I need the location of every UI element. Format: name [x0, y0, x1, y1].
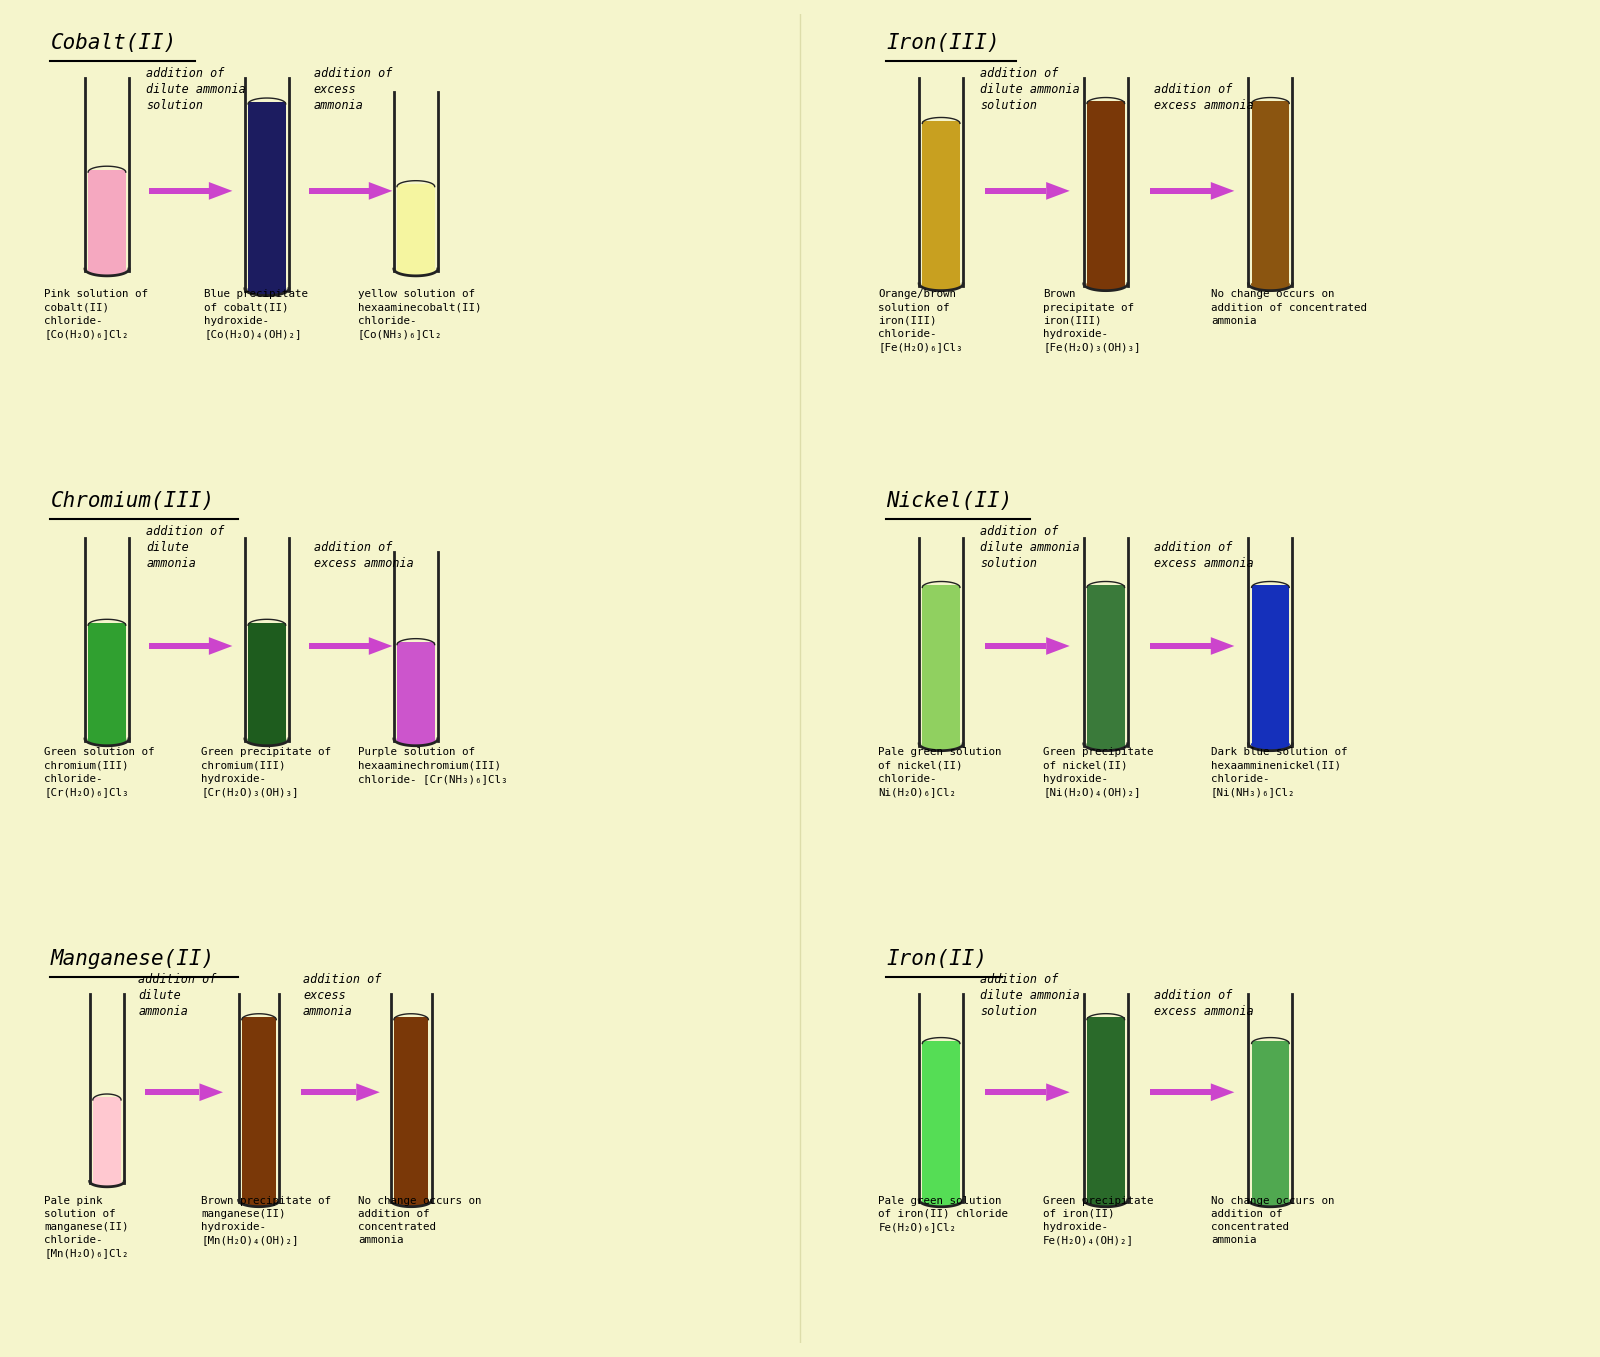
Text: Orange/brown
solution of
iron(III)
chloride-
[Fe(H₂O)₆]Cl₃: Orange/brown solution of iron(III) chlor…	[878, 289, 963, 353]
Bar	[149, 187, 210, 194]
Text: addition of
excess
ammonia: addition of excess ammonia	[314, 66, 392, 113]
Text: Iron(III): Iron(III)	[886, 33, 1000, 53]
Bar	[1086, 1018, 1125, 1202]
Text: Brown
precipitate of
iron(III)
hydroxide-
[Fe(H₂O)₃(OH)₃]: Brown precipitate of iron(III) hydroxide…	[1043, 289, 1141, 353]
Polygon shape	[1046, 182, 1070, 199]
Bar	[1150, 643, 1211, 649]
Text: Cobalt(II): Cobalt(II)	[51, 33, 176, 53]
Text: Pale green solution
of iron(II) chloride
Fe(H₂O)₆]Cl₂: Pale green solution of iron(II) chloride…	[878, 1196, 1008, 1232]
Text: addition of
dilute ammonia
solution: addition of dilute ammonia solution	[981, 66, 1080, 113]
Bar	[986, 643, 1046, 649]
Text: addition of
dilute ammonia
solution: addition of dilute ammonia solution	[146, 66, 246, 113]
Bar	[88, 170, 126, 271]
Text: No change occurs on
addition of
concentrated
ammonia: No change occurs on addition of concentr…	[1211, 1196, 1334, 1246]
Polygon shape	[1211, 1083, 1234, 1101]
Polygon shape	[368, 182, 392, 199]
Text: Pink solution of
cobalt(II)
chloride-
[Co(H₂O)₆]Cl₂: Pink solution of cobalt(II) chloride- [C…	[45, 289, 149, 339]
Polygon shape	[248, 289, 286, 296]
Bar	[986, 187, 1046, 194]
Polygon shape	[1211, 638, 1234, 655]
Polygon shape	[1046, 1083, 1070, 1101]
Text: Nickel(II): Nickel(II)	[886, 491, 1013, 512]
Bar	[397, 185, 435, 271]
Text: Iron(II): Iron(II)	[886, 949, 987, 969]
Polygon shape	[922, 1200, 960, 1206]
Text: No change occurs on
addition of
concentrated
ammonia: No change occurs on addition of concentr…	[358, 1196, 482, 1246]
Polygon shape	[210, 638, 232, 655]
Bar	[301, 1090, 357, 1095]
Bar	[242, 1018, 277, 1202]
Bar	[248, 623, 286, 741]
Bar	[1086, 585, 1125, 746]
Bar	[394, 1018, 429, 1202]
Text: Pale green solution
of nickel(II)
chloride-
Ni(H₂O)₆]Cl₂: Pale green solution of nickel(II) chlori…	[878, 748, 1002, 797]
Text: No change occurs on
addition of concentrated
ammonia: No change occurs on addition of concentr…	[1211, 289, 1366, 326]
Polygon shape	[397, 740, 435, 746]
Text: addition of
excess ammonia: addition of excess ammonia	[314, 541, 414, 570]
Bar	[88, 623, 126, 741]
Bar	[1150, 1090, 1211, 1095]
Text: addition of
dilute
ammonia: addition of dilute ammonia	[146, 525, 224, 570]
Text: addition of
excess ammonia: addition of excess ammonia	[1154, 989, 1254, 1018]
Polygon shape	[1251, 284, 1290, 290]
Bar	[248, 102, 286, 290]
Bar	[1150, 187, 1211, 194]
Bar	[397, 642, 435, 741]
Text: Green precipitate
of nickel(II)
hydroxide-
[Ni(H₂O)₄(OH)₂]: Green precipitate of nickel(II) hydroxid…	[1043, 748, 1154, 797]
Polygon shape	[1086, 284, 1125, 290]
Text: Purple solution of
hexaaminechromium(III)
chloride- [Cr(NH₃)₆]Cl₃: Purple solution of hexaaminechromium(III…	[358, 748, 507, 784]
Bar	[986, 1090, 1046, 1095]
Text: Pale pink
solution of
manganese(II)
chloride-
[Mn(H₂O)₆]Cl₂: Pale pink solution of manganese(II) chlo…	[45, 1196, 128, 1258]
Polygon shape	[394, 1201, 429, 1206]
Bar	[1251, 102, 1290, 286]
Text: Brown precipitate of
manganese(II)
hydroxide-
[Mn(H₂O)₄(OH)₂]: Brown precipitate of manganese(II) hydro…	[202, 1196, 331, 1246]
Text: Green solution of
chromium(III)
chloride-
[Cr(H₂O)₆]Cl₃: Green solution of chromium(III) chloride…	[45, 748, 155, 797]
Text: addition of
excess ammonia: addition of excess ammonia	[1154, 83, 1254, 113]
Polygon shape	[922, 744, 960, 750]
Bar	[93, 1096, 122, 1183]
Text: Manganese(II): Manganese(II)	[51, 949, 214, 969]
Polygon shape	[88, 740, 126, 746]
Polygon shape	[242, 1201, 277, 1206]
Bar	[922, 1041, 960, 1202]
Polygon shape	[1251, 744, 1290, 750]
Bar	[1086, 102, 1125, 286]
Text: addition of
dilute ammonia
solution: addition of dilute ammonia solution	[981, 525, 1080, 570]
Text: addition of
excess ammonia: addition of excess ammonia	[1154, 541, 1254, 570]
Text: yellow solution of
hexaaminecobalt(II)
chloride-
[Co(NH₃)₆]Cl₂: yellow solution of hexaaminecobalt(II) c…	[358, 289, 482, 339]
Polygon shape	[1251, 1200, 1290, 1206]
Text: addition of
excess
ammonia: addition of excess ammonia	[302, 973, 381, 1018]
Text: addition of
dilute ammonia
solution: addition of dilute ammonia solution	[981, 973, 1080, 1018]
Bar	[309, 187, 368, 194]
Text: Dark blue solution of
hexaamminenickel(II)
chloride-
[Ni(NH₃)₆]Cl₂: Dark blue solution of hexaamminenickel(I…	[1211, 748, 1347, 797]
Text: Green precipitate
of iron(II)
hydroxide-
Fe(H₂O)₄(OH)₂]: Green precipitate of iron(II) hydroxide-…	[1043, 1196, 1154, 1246]
Polygon shape	[1046, 638, 1070, 655]
Polygon shape	[1211, 182, 1234, 199]
Text: addition of
dilute
ammonia: addition of dilute ammonia	[138, 973, 216, 1018]
Polygon shape	[357, 1083, 379, 1101]
Bar	[922, 585, 960, 746]
Polygon shape	[210, 182, 232, 199]
Bar	[144, 1090, 200, 1095]
Bar	[922, 121, 960, 286]
Polygon shape	[248, 740, 286, 746]
Bar	[1251, 585, 1290, 746]
Polygon shape	[922, 284, 960, 290]
Polygon shape	[368, 638, 392, 655]
Polygon shape	[1086, 1200, 1125, 1206]
Polygon shape	[200, 1083, 222, 1101]
Text: Chromium(III): Chromium(III)	[51, 491, 214, 512]
Text: Blue precipitate
of cobalt(II)
hydroxide-
[Co(H₂O)₄(OH)₂]: Blue precipitate of cobalt(II) hydroxide…	[205, 289, 309, 339]
Polygon shape	[397, 269, 435, 275]
Bar	[1251, 1041, 1290, 1202]
Polygon shape	[88, 269, 126, 275]
Bar	[149, 643, 210, 649]
Polygon shape	[1086, 744, 1125, 750]
Bar	[309, 643, 368, 649]
Polygon shape	[93, 1182, 122, 1187]
Text: Green precipitate of
chromium(III)
hydroxide-
[Cr(H₂O)₃(OH)₃]: Green precipitate of chromium(III) hydro…	[202, 748, 331, 797]
